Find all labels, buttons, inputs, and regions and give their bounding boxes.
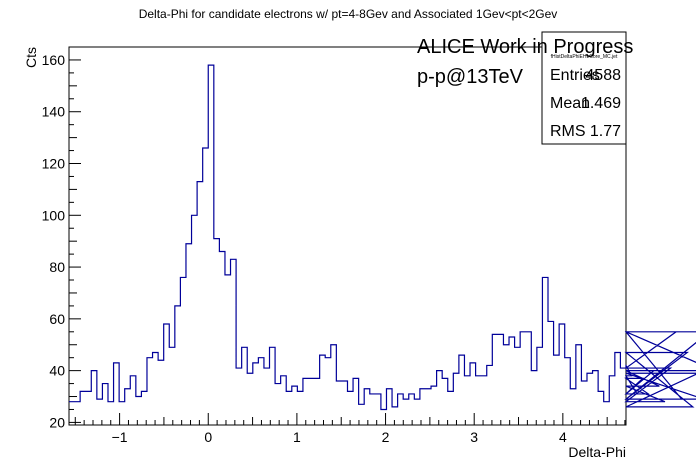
annotation-collision-system: p-p@13TeV bbox=[417, 66, 524, 88]
x-tick-label: 1 bbox=[293, 429, 301, 445]
stats-box: fHistDeltaPhiEHLCore_MC.jet Entries 4588… bbox=[541, 31, 627, 145]
stats-mean-value: 1.469 bbox=[581, 95, 621, 112]
y-tick-label: 140 bbox=[42, 104, 66, 120]
stats-rms-label: RMS bbox=[550, 123, 586, 140]
y-tick-label: 120 bbox=[42, 156, 66, 172]
x-tick-label: 2 bbox=[382, 429, 390, 445]
y-tick-label: 20 bbox=[49, 414, 65, 430]
stats-entries-value: 4588 bbox=[585, 67, 621, 84]
stats-rms-value: 1.77 bbox=[590, 123, 621, 140]
y-axis-label: Cts bbox=[23, 47, 39, 68]
stats-entries-label: Entries bbox=[550, 67, 600, 84]
y-tick-label: 60 bbox=[49, 311, 65, 327]
stats-histogram-name: fHistDeltaPhiEHLCore_MC.jet bbox=[551, 54, 618, 60]
y-tick-label: 160 bbox=[42, 52, 66, 68]
y-tick-label: 80 bbox=[49, 259, 65, 275]
x-tick-label: 4 bbox=[559, 429, 567, 445]
x-tick-label: 3 bbox=[470, 429, 478, 445]
x-tick-label: −1 bbox=[112, 429, 128, 445]
y-tick-label: 100 bbox=[42, 207, 66, 223]
stats-box-frame bbox=[541, 31, 627, 145]
stats-mean-label: Mean bbox=[550, 95, 590, 112]
axis-ticks: −1 0 1 2 3 4 20 40 60 80 100 120 140 160 bbox=[42, 46, 626, 445]
x-axis-label: Delta-Phi bbox=[568, 444, 626, 460]
histogram bbox=[69, 64, 696, 411]
histogram-line bbox=[69, 64, 696, 411]
annotation-work-in-progress: ALICE Work in Progress bbox=[417, 36, 633, 58]
y-tick-label: 40 bbox=[49, 363, 65, 379]
x-tick-label: 0 bbox=[204, 429, 212, 445]
plot-frame bbox=[68, 46, 627, 426]
chart-title: Delta-Phi for candidate electrons w/ pt=… bbox=[139, 7, 558, 21]
